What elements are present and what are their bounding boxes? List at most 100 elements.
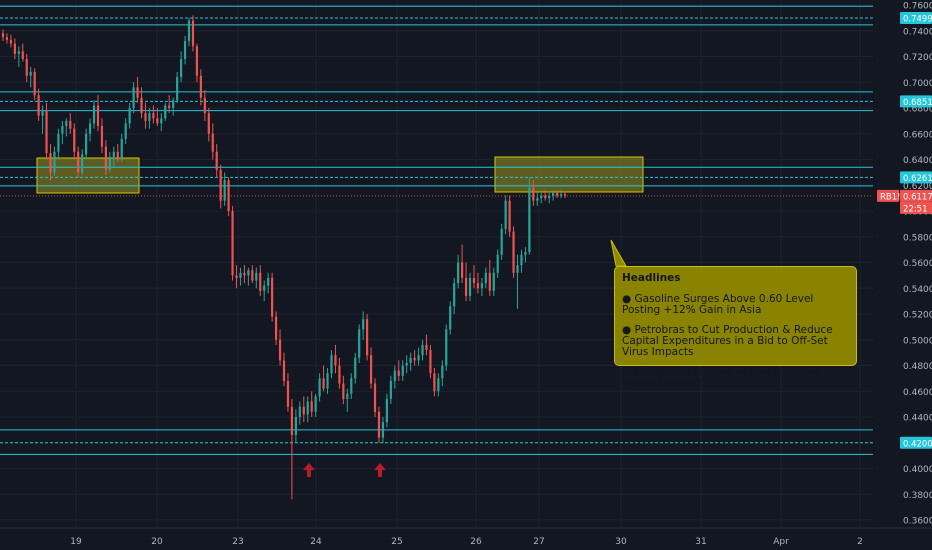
headline-item: ● Gasoline Surges Above 0.60 Level Posti… <box>622 293 814 316</box>
candle-body <box>211 133 214 152</box>
candle-body <box>251 270 254 281</box>
candle-body <box>433 373 436 392</box>
candle-body <box>385 398 389 423</box>
candle-body <box>100 126 104 147</box>
candle-body <box>69 120 72 129</box>
candle-body <box>449 306 452 330</box>
candle-body <box>29 71 32 76</box>
x-tick-label: 27 <box>533 537 544 547</box>
candle-body <box>195 46 199 76</box>
candle-body <box>13 43 16 54</box>
candle-body <box>215 151 218 170</box>
candle-body <box>401 365 404 376</box>
candle-body <box>516 265 519 273</box>
candle-body <box>231 211 234 276</box>
x-tick-label: 2 <box>857 537 863 547</box>
x-tick-label: 23 <box>232 537 243 547</box>
candle-body <box>203 97 206 114</box>
candle-body <box>148 113 151 121</box>
candle-body <box>350 378 353 394</box>
candle-body <box>346 393 349 399</box>
candle-body <box>322 378 325 389</box>
price-tag-label: 0.6117 <box>903 192 932 202</box>
candle-body <box>140 97 143 114</box>
candle-body <box>96 105 100 127</box>
headlines-callout[interactable]: Headlines ● Gasoline Surges Above 0.60 L… <box>614 266 857 389</box>
y-tick-label: 0.3800 <box>903 491 932 501</box>
candle-body <box>128 108 131 124</box>
candle-body <box>310 401 313 412</box>
candle-body <box>179 59 183 78</box>
x-tick-label: 30 <box>615 537 627 547</box>
candle-body <box>168 105 171 108</box>
y-tick-label: 0.5800 <box>903 233 932 243</box>
candle-body <box>381 422 385 438</box>
candle-body <box>57 133 60 152</box>
y-tick-label: 0.7600 <box>903 2 932 12</box>
support-zone <box>36 157 140 194</box>
candle-body <box>330 355 333 374</box>
y-tick-label: 0.5200 <box>903 311 932 321</box>
candle-body <box>73 128 76 152</box>
candle-body <box>77 151 80 173</box>
candle-body <box>290 406 294 436</box>
candle-body <box>536 198 539 201</box>
candle-body <box>484 272 487 284</box>
price-tag-label: 0.6261 <box>903 174 932 184</box>
y-tick-label: 0.7400 <box>903 27 932 37</box>
price-tag-label: 0.6851 <box>903 98 932 108</box>
candle-body <box>512 231 515 273</box>
candle-body <box>136 87 139 98</box>
candle-body <box>5 37 9 40</box>
x-tick-label: 26 <box>470 537 482 547</box>
price-tag <box>900 12 932 25</box>
candle-body <box>152 113 155 119</box>
up-arrow-icon <box>303 463 315 477</box>
candle-body <box>81 154 84 173</box>
candle-body <box>53 151 56 173</box>
candle-body <box>286 380 290 407</box>
y-tick-label: 0.5600 <box>903 259 932 269</box>
candle-body <box>271 277 274 317</box>
x-tick-label: 31 <box>695 537 706 547</box>
candle-body <box>405 362 408 366</box>
candle-body <box>421 344 424 356</box>
candle-body <box>294 417 297 436</box>
candle-body <box>156 118 159 124</box>
candle-body <box>555 192 559 196</box>
x-tick-label: 19 <box>70 537 82 547</box>
candle-body <box>338 365 341 384</box>
candle-body <box>172 100 175 108</box>
candle-body <box>373 383 377 412</box>
candle-body <box>176 77 179 101</box>
candle-body <box>342 383 345 399</box>
x-tick-label: Apr <box>773 537 789 547</box>
candle-body <box>476 283 480 289</box>
price-tag-label: RB1! <box>880 192 901 202</box>
candle-body <box>124 123 127 139</box>
price-tag <box>900 189 932 202</box>
candle-body <box>393 370 396 381</box>
candle-body <box>358 329 361 358</box>
candle-body <box>235 275 238 278</box>
candle-body <box>425 344 428 351</box>
candle-body <box>326 373 329 389</box>
y-tick-label: 0.4600 <box>903 388 932 398</box>
candle-body <box>298 406 301 417</box>
candle-body <box>508 200 511 232</box>
headline-item: ● Petrobras to Cut Production & Reduce C… <box>622 324 833 358</box>
candle-body <box>377 411 381 438</box>
candle-body <box>520 254 523 266</box>
candle-body <box>187 20 191 42</box>
candle-body <box>45 110 48 154</box>
candle-body <box>1 33 5 38</box>
price-tag <box>900 201 932 214</box>
candle-body <box>496 254 499 273</box>
candle-body <box>227 180 230 211</box>
candle-body <box>492 272 495 291</box>
candle-body <box>239 272 242 278</box>
candle-body <box>219 169 222 201</box>
candle-body <box>282 360 286 381</box>
y-tick-label: 0.4000 <box>903 465 932 475</box>
